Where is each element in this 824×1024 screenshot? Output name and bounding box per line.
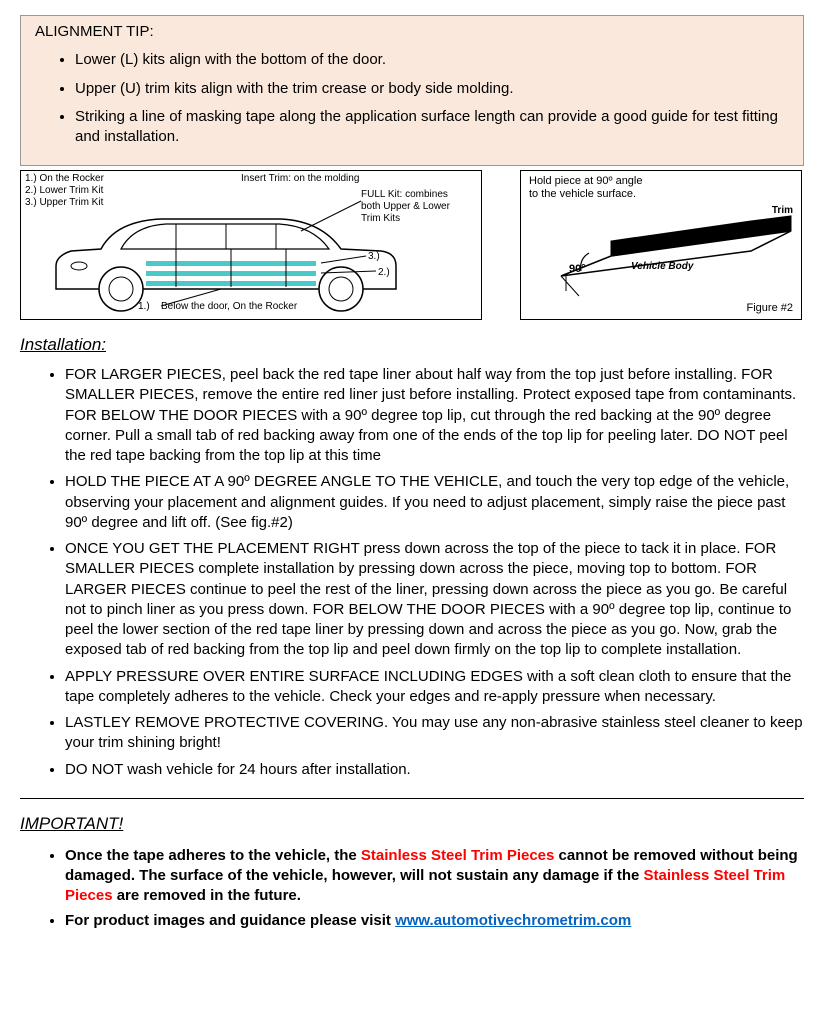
install-item: LASTLEY REMOVE PROTECTIVE COVERING. You …	[65, 713, 804, 754]
divider	[20, 798, 804, 799]
red-text: Stainless Steel Trim Pieces	[361, 847, 554, 864]
tip-header: ALIGNMENT TIP:	[35, 22, 789, 42]
text: For product images and guidance please v…	[65, 912, 395, 929]
diagram-text: Insert Trim: on the molding	[241, 173, 359, 185]
diagram-text: to the vehicle surface.	[529, 188, 636, 201]
diagrams-row: 1.) On the Rocker 2.) Lower Trim Kit 3.)…	[20, 170, 804, 320]
tip-item: Upper (U) trim kits align with the trim …	[75, 79, 789, 99]
diagram-text: Vehicle Body	[631, 261, 693, 273]
text: Once the tape adheres to the vehicle, th…	[65, 847, 361, 864]
product-link[interactable]: www.automotivechrometrim.com	[395, 912, 631, 929]
tip-list: Lower (L) kits align with the bottom of …	[35, 50, 789, 147]
diagram-text: Hold piece at 90º angle	[529, 175, 643, 188]
diagram-text: Figure #2	[747, 302, 793, 315]
important-title: IMPORTANT!	[20, 813, 804, 836]
diagram-text: 3.)	[368, 251, 380, 263]
tip-item: Striking a line of masking tape along th…	[75, 107, 789, 148]
angle-diagram: Hold piece at 90º angle to the vehicle s…	[520, 170, 802, 320]
diagram-text: 1.) On the Rocker	[25, 173, 104, 185]
diagram-text: 1.)	[138, 301, 150, 313]
important-item: Once the tape adheres to the vehicle, th…	[65, 846, 804, 907]
diagram-text: FULL Kit: combines	[361, 189, 448, 201]
alignment-tip-box: ALIGNMENT TIP: Lower (L) kits align with…	[20, 15, 804, 166]
important-item: For product images and guidance please v…	[65, 911, 804, 931]
installation-title: Installation:	[20, 334, 804, 357]
diagram-text: both Upper & Lower	[361, 201, 450, 213]
diagram-text: 2.) Lower Trim Kit	[25, 185, 103, 197]
diagram-text: Trim	[772, 205, 793, 217]
diagram-text: 3.) Upper Trim Kit	[25, 197, 103, 209]
diagram-text: 2.)	[378, 267, 390, 279]
diagram-text: 90°	[569, 263, 586, 276]
install-item: ONCE YOU GET THE PLACEMENT RIGHT press d…	[65, 539, 804, 661]
diagram-text: Trim Kits	[361, 213, 400, 225]
car-diagram: 1.) On the Rocker 2.) Lower Trim Kit 3.)…	[20, 170, 482, 320]
install-item: DO NOT wash vehicle for 24 hours after i…	[65, 760, 804, 780]
install-item: FOR LARGER PIECES, peel back the red tap…	[65, 365, 804, 466]
text: are removed in the future.	[113, 887, 301, 904]
install-item: APPLY PRESSURE OVER ENTIRE SURFACE INCLU…	[65, 667, 804, 708]
important-list: Once the tape adheres to the vehicle, th…	[20, 846, 804, 931]
installation-list: FOR LARGER PIECES, peel back the red tap…	[20, 365, 804, 780]
diagram-text: Below the door, On the Rocker	[161, 301, 297, 313]
tip-item: Lower (L) kits align with the bottom of …	[75, 50, 789, 70]
install-item: HOLD THE PIECE AT A 90º DEGREE ANGLE TO …	[65, 472, 804, 533]
